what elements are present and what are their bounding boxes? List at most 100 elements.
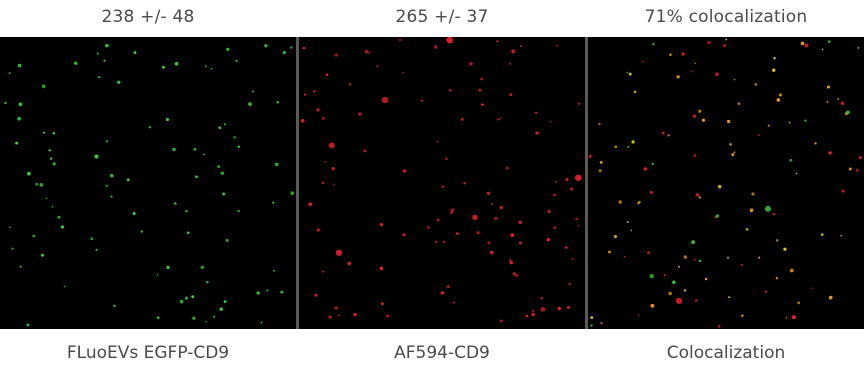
merge-spot: [672, 280, 676, 285]
merge-spot: [715, 72, 719, 77]
red-spot: [568, 283, 571, 286]
green-caption: FLuoEVs EGFP-CD9: [66, 343, 230, 363]
merge-spot: [691, 240, 695, 244]
divider-1: [296, 37, 299, 329]
merge-spot: [650, 303, 655, 308]
merge-spot: [651, 162, 654, 165]
green-spots: [4, 43, 295, 327]
merge-spot: [668, 291, 672, 296]
red-spot: [472, 214, 478, 221]
red-spot: [577, 102, 581, 105]
merge-spot: [608, 250, 611, 254]
red-spot: [328, 315, 332, 319]
red-spot: [358, 112, 362, 116]
merge-spot: [600, 321, 603, 325]
green-spot: [8, 72, 11, 75]
merge-spot: [649, 273, 654, 279]
red-spot: [519, 241, 522, 245]
merge-spot: [828, 295, 833, 300]
red-spot: [442, 241, 446, 244]
merge-spot: [789, 158, 793, 162]
merge-channel-image: [588, 37, 864, 329]
red-spot: [376, 65, 379, 68]
red-spot: [577, 224, 580, 227]
merge-spot: [613, 235, 617, 239]
merge-spot: [826, 100, 829, 103]
green-spot: [133, 51, 137, 55]
green-count-label: 238 +/- 48: [101, 7, 195, 27]
merge-spot: [647, 251, 651, 255]
red-spot: [553, 193, 556, 197]
green-spot: [223, 300, 227, 304]
green-spot: [140, 230, 144, 233]
red-spot: [494, 217, 498, 220]
merge-spot: [789, 268, 794, 273]
green-spot: [260, 321, 263, 324]
merge-spot: [820, 233, 824, 236]
green-spot: [110, 195, 113, 198]
red-caption: AF594-CD9: [394, 343, 490, 363]
green-spot: [237, 209, 240, 213]
green-spot: [219, 307, 223, 311]
green-spot: [179, 299, 184, 304]
merge-spot: [637, 314, 640, 317]
merge-spot: [764, 205, 772, 212]
green-spot: [117, 80, 121, 84]
green-spot: [51, 205, 54, 208]
green-spot: [203, 153, 205, 156]
green-spot: [90, 237, 94, 241]
merge-spot: [772, 212, 776, 216]
merge-spot: [733, 151, 736, 154]
red-spot: [505, 166, 509, 170]
red-spot: [420, 99, 423, 102]
green-spot: [110, 173, 114, 178]
green-spot: [45, 197, 48, 200]
green-spot: [26, 323, 30, 327]
merge-spot: [800, 41, 805, 46]
red-spot: [381, 96, 389, 104]
green-spot: [185, 209, 188, 213]
merge-spot: [726, 119, 731, 124]
red-spot: [302, 46, 306, 50]
green-spot: [156, 316, 160, 320]
merge-spot: [663, 274, 666, 277]
red-spot: [486, 191, 491, 196]
red-spot: [463, 182, 466, 185]
red-spot: [549, 120, 552, 123]
merge-spot: [795, 172, 798, 175]
merge-spot: [588, 155, 592, 158]
red-spot: [518, 220, 522, 225]
red-spot: [348, 83, 352, 86]
merge-spot: [693, 258, 696, 261]
green-spot: [166, 265, 170, 270]
merge-spot: [745, 227, 749, 231]
merge-count-label: 71% colocalization: [644, 7, 808, 27]
red-spot: [532, 309, 535, 312]
green-spot: [52, 131, 56, 135]
red-spot: [455, 232, 459, 236]
merge-spot: [723, 44, 727, 48]
merge-spot: [681, 52, 685, 56]
red-spot: [509, 258, 512, 261]
merge-spot: [627, 145, 630, 148]
merge-spot: [692, 114, 697, 118]
green-spot: [264, 44, 268, 48]
green-spot: [237, 145, 241, 149]
red-spot: [353, 313, 357, 317]
merge-spot: [749, 208, 754, 213]
green-spot: [186, 231, 190, 235]
green-spot: [184, 296, 189, 300]
green-spot: [148, 126, 152, 129]
merge-spot: [590, 316, 594, 320]
red-spot: [540, 296, 544, 300]
merge-spot: [728, 296, 731, 299]
red-spot: [450, 208, 455, 212]
merge-spot: [695, 299, 698, 302]
green-spot: [15, 141, 19, 145]
merge-spot: [669, 53, 672, 56]
merge-spot: [694, 62, 696, 64]
red-spot: [445, 157, 448, 161]
red-spot: [436, 140, 439, 143]
green-spot: [95, 248, 98, 252]
green-spot: [217, 165, 220, 168]
